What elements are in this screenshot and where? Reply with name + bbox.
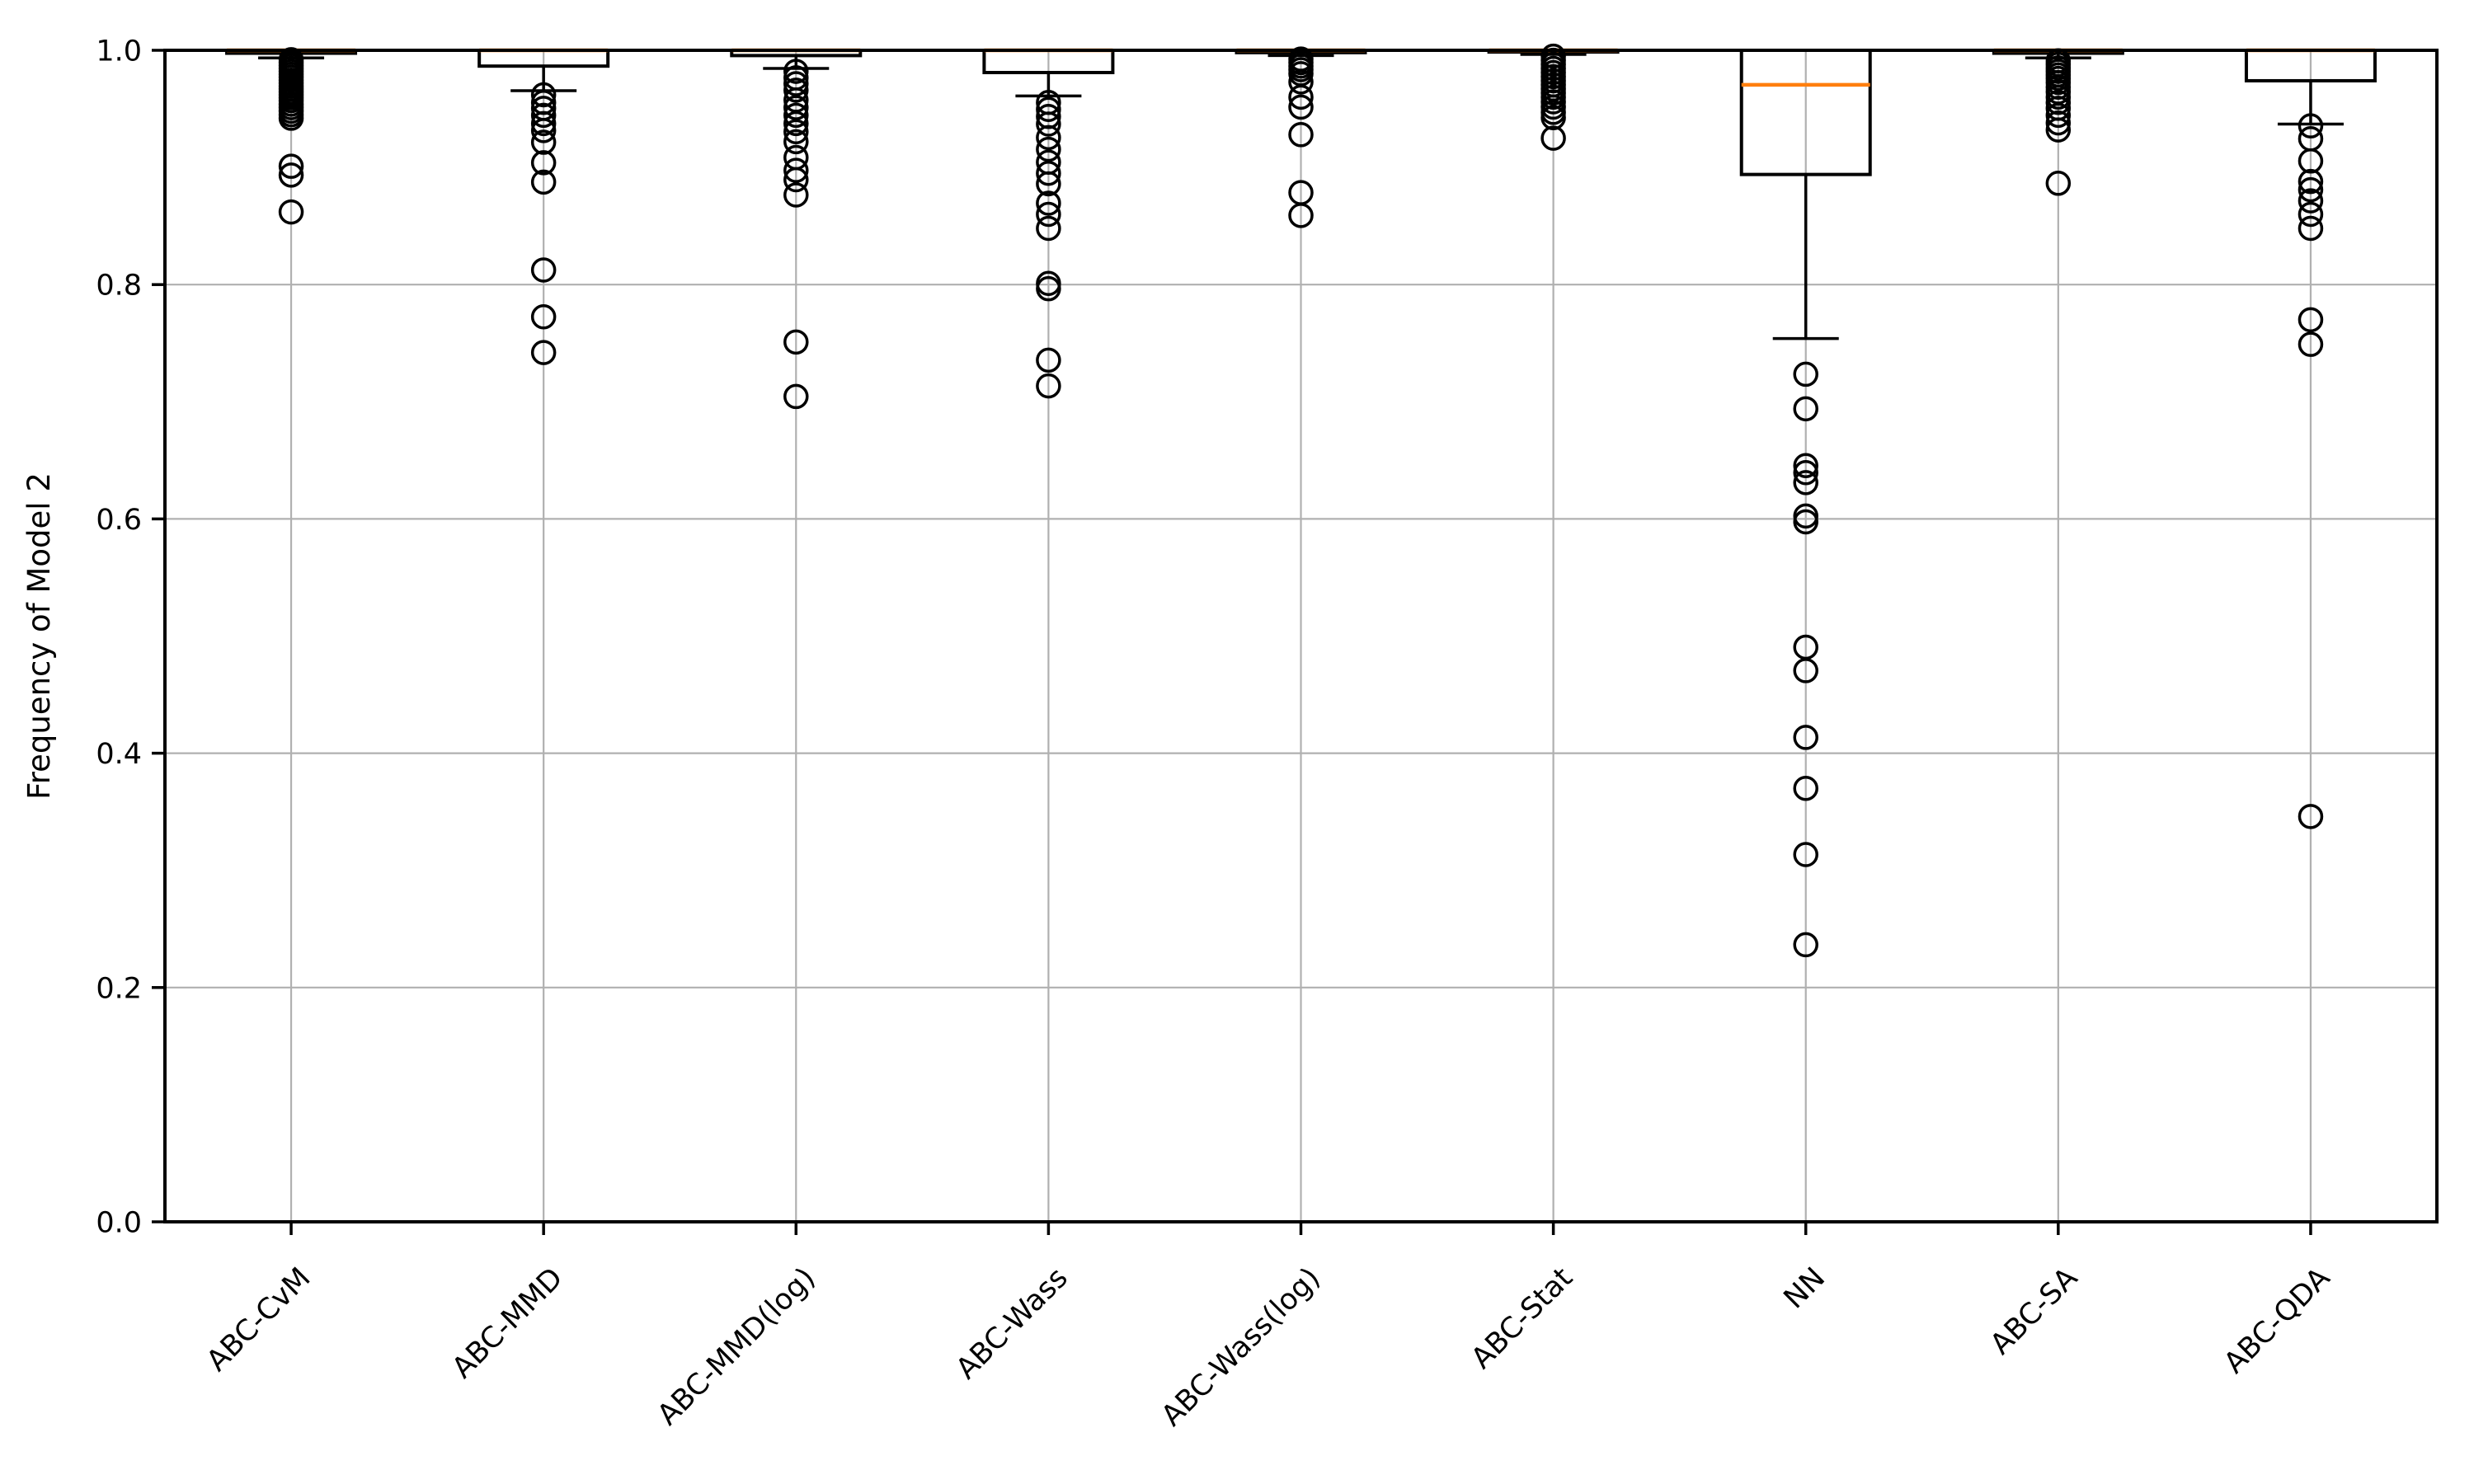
outlier-point xyxy=(783,71,809,96)
outlier-point xyxy=(1036,215,1061,242)
outlier-point xyxy=(1793,509,1818,535)
outlier-point xyxy=(1793,842,1818,867)
outlier-point xyxy=(783,110,809,137)
y-tick-label: 0.4 xyxy=(96,738,142,771)
outlier-point xyxy=(2298,148,2324,174)
outlier-point xyxy=(1036,190,1061,216)
outlier-point xyxy=(1288,94,1314,120)
outlier-point xyxy=(1288,203,1314,228)
outlier-point xyxy=(1036,201,1061,228)
outlier-point xyxy=(1793,775,1818,801)
outlier-point xyxy=(530,102,557,129)
outlier-point xyxy=(1793,932,1818,958)
outlier-point xyxy=(2298,215,2324,242)
y-tick-label: 0.8 xyxy=(96,270,142,303)
outlier-point xyxy=(530,110,557,137)
outlier-point xyxy=(1036,160,1061,186)
y-axis-label: Frequency of Model 2 xyxy=(21,472,57,800)
outlier-point xyxy=(530,169,557,195)
outlier-point xyxy=(2045,110,2072,136)
outlier-point xyxy=(783,329,809,355)
outlier-point xyxy=(783,102,809,129)
outlier-point xyxy=(1793,470,1818,495)
outlier-point xyxy=(2045,171,2072,196)
outlier-point xyxy=(1288,84,1314,110)
outlier-point xyxy=(2045,89,2072,115)
outlier-point xyxy=(1288,122,1314,148)
outlier-point xyxy=(530,340,557,365)
outlier-point xyxy=(278,199,304,225)
outlier-point xyxy=(530,257,557,283)
outlier-point xyxy=(2298,307,2324,333)
outlier-point xyxy=(1036,96,1061,123)
outlier-point xyxy=(2298,188,2324,214)
outlier-point xyxy=(1036,136,1061,162)
outlier-point xyxy=(1793,460,1818,486)
outlier-point xyxy=(783,167,809,193)
outlier-point xyxy=(2298,804,2324,829)
outlier-point xyxy=(278,162,304,188)
outlier-point xyxy=(1036,111,1061,137)
outlier-point xyxy=(783,119,809,145)
outlier-point xyxy=(1036,275,1061,302)
outlier-point xyxy=(1793,396,1818,422)
outlier-point xyxy=(530,304,557,330)
outlier-point xyxy=(1036,347,1061,373)
outlier-point xyxy=(783,383,809,410)
outlier-point xyxy=(2298,201,2324,228)
outlier-point xyxy=(2298,176,2324,203)
outlier-point xyxy=(783,157,809,183)
outlier-point xyxy=(530,150,557,176)
outlier-point xyxy=(1793,361,1818,387)
outlier-point xyxy=(2045,102,2072,129)
outlier-point xyxy=(1036,373,1061,399)
outlier-point xyxy=(783,182,809,208)
outlier-point xyxy=(530,118,557,143)
outlier-point xyxy=(1036,171,1061,197)
outlier-point xyxy=(783,77,809,103)
outlier-point xyxy=(1288,69,1314,95)
outlier-point xyxy=(1793,503,1818,529)
outlier-point xyxy=(2298,113,2324,139)
y-tick-label: 0.2 xyxy=(96,972,142,1005)
outlier-point xyxy=(1540,105,1566,130)
outlier-point xyxy=(2045,117,2072,143)
outlier-point xyxy=(2298,331,2324,357)
outlier-point xyxy=(1540,125,1566,151)
outlier-point xyxy=(530,129,557,155)
y-tick-label: 0.6 xyxy=(96,504,142,537)
outlier-point xyxy=(1036,124,1061,151)
outlier-point xyxy=(1793,658,1818,683)
outlier-point xyxy=(783,95,809,120)
outlier-point xyxy=(783,59,809,84)
y-tick-label: 1.0 xyxy=(96,35,142,68)
outlier-point xyxy=(530,82,557,108)
outlier-point xyxy=(278,106,304,131)
outlier-point xyxy=(1793,453,1818,478)
outlier-point xyxy=(1793,725,1818,750)
outlier-point xyxy=(783,129,809,155)
outlier-point xyxy=(278,153,304,179)
outlier-point xyxy=(2298,168,2324,195)
y-tick-label: 0.0 xyxy=(96,1207,142,1240)
